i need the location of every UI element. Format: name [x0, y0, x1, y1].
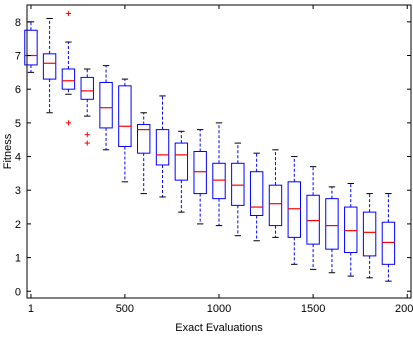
- outlier-marker: [84, 132, 90, 138]
- box-iqr: [24, 29, 38, 66]
- box-iqr: [306, 194, 320, 245]
- box-iqr: [249, 171, 264, 216]
- y-tick-label: 6: [15, 84, 21, 96]
- box-group: [381, 193, 396, 282]
- y-tick-label: 7: [15, 51, 21, 63]
- box-iqr: [80, 76, 94, 100]
- box-iqr: [118, 85, 132, 147]
- x-tick-label: 1: [28, 303, 34, 315]
- outlier-marker: [84, 140, 90, 146]
- box-group: [174, 130, 189, 213]
- box-iqr: [362, 211, 377, 257]
- outlier-marker: [65, 10, 72, 17]
- box-group: [61, 10, 76, 126]
- x-tick-label: 500: [116, 303, 134, 315]
- box-iqr: [155, 129, 170, 166]
- box-iqr: [325, 198, 339, 250]
- y-axis-label: Fitness: [2, 133, 14, 169]
- y-tick-label: 1: [15, 253, 21, 265]
- x-tick-label: 1500: [301, 303, 325, 315]
- y-tick-label: 2: [15, 219, 21, 231]
- box-iqr: [42, 53, 57, 80]
- box-group: [99, 65, 113, 151]
- box-iqr: [381, 221, 396, 265]
- box-group: [212, 122, 226, 227]
- box-iqr: [193, 151, 207, 195]
- box-iqr: [287, 181, 301, 238]
- box-group: [137, 112, 151, 195]
- box-iqr: [61, 68, 76, 90]
- box-group: [118, 78, 132, 183]
- box-group: [287, 156, 301, 265]
- box-iqr: [231, 162, 245, 206]
- box-group: [193, 129, 207, 225]
- box-group: [155, 95, 170, 198]
- y-tick-label: 4: [15, 152, 21, 164]
- box-iqr: [137, 124, 151, 154]
- box-group: [249, 152, 264, 242]
- y-tick-label: 3: [15, 185, 21, 197]
- box-iqr: [268, 184, 283, 227]
- plot-area: [24, 10, 396, 282]
- box-iqr: [344, 206, 358, 254]
- x-tick-label: 1000: [207, 303, 231, 315]
- box-group: [80, 68, 94, 146]
- box-group: [344, 182, 358, 277]
- box-group: [231, 142, 245, 237]
- box-group: [42, 17, 57, 114]
- axis-ticks: 1500100015002000012345678: [15, 5, 413, 315]
- box-group: [306, 166, 320, 270]
- y-tick-label: 5: [15, 118, 21, 130]
- box-group: [325, 186, 339, 274]
- box-iqr: [174, 142, 189, 181]
- box-group: [362, 193, 377, 279]
- outlier-marker: [65, 120, 72, 126]
- x-axis-label: Exact Evaluations: [175, 322, 263, 334]
- y-tick-label: 8: [15, 17, 21, 29]
- box-iqr: [99, 81, 113, 129]
- box-iqr: [212, 162, 226, 200]
- y-tick-label: 0: [15, 286, 21, 298]
- box-group: [268, 149, 283, 238]
